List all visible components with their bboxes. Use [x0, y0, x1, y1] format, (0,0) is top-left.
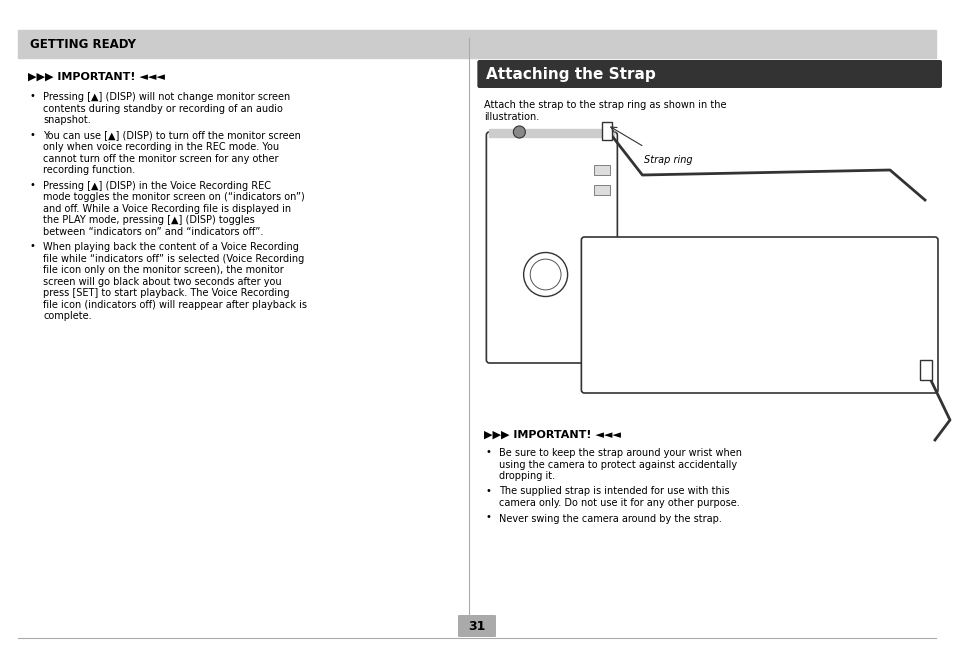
Text: •: • — [485, 512, 491, 523]
Text: When playing back the content of a Voice Recording: When playing back the content of a Voice… — [43, 242, 298, 252]
Text: screen will go black about two seconds after you: screen will go black about two seconds a… — [43, 276, 281, 286]
FancyBboxPatch shape — [486, 132, 617, 363]
Bar — [919, 360, 931, 380]
Text: The supplied strap is intended for use with this: The supplied strap is intended for use w… — [498, 486, 729, 497]
Text: mode toggles the monitor screen on (“indicators on”): mode toggles the monitor screen on (“ind… — [43, 192, 304, 202]
Text: complete.: complete. — [43, 311, 91, 321]
Text: file icon (indicators off) will reappear after playback is: file icon (indicators off) will reappear… — [43, 300, 307, 309]
Bar — [594, 185, 610, 195]
Text: Never swing the camera around by the strap.: Never swing the camera around by the str… — [498, 514, 721, 523]
Circle shape — [513, 126, 525, 138]
Text: between “indicators on” and “indicators off”.: between “indicators on” and “indicators … — [43, 227, 263, 236]
Text: file icon only on the monitor screen), the monitor: file icon only on the monitor screen), t… — [43, 265, 283, 275]
Bar — [489, 129, 614, 137]
Text: •: • — [29, 129, 35, 140]
Text: •: • — [29, 180, 35, 189]
Text: file while “indicators off” is selected (Voice Recording: file while “indicators off” is selected … — [43, 253, 304, 264]
Text: 31: 31 — [468, 620, 485, 632]
Text: using the camera to protect against accidentally: using the camera to protect against acci… — [498, 459, 737, 470]
Bar — [594, 165, 610, 175]
Text: Attaching the Strap: Attaching the Strap — [486, 67, 656, 81]
Bar — [601, 122, 612, 140]
Text: dropping it.: dropping it. — [498, 471, 555, 481]
Text: Pressing [▲] (DISP) will not change monitor screen: Pressing [▲] (DISP) will not change moni… — [43, 92, 290, 102]
Text: recording function.: recording function. — [43, 165, 135, 175]
FancyBboxPatch shape — [580, 237, 937, 393]
Text: the PLAY mode, pressing [▲] (DISP) toggles: the PLAY mode, pressing [▲] (DISP) toggl… — [43, 215, 254, 225]
Bar — [18, 30, 935, 58]
Bar — [0, 0, 953, 36]
Text: •: • — [29, 91, 35, 101]
Text: snapshot.: snapshot. — [43, 115, 91, 125]
Text: illustration.: illustration. — [484, 112, 539, 121]
Text: Pressing [▲] (DISP) in the Voice Recording REC: Pressing [▲] (DISP) in the Voice Recordi… — [43, 180, 271, 191]
Text: GETTING READY: GETTING READY — [30, 37, 136, 50]
Text: Strap ring: Strap ring — [643, 155, 692, 165]
Text: •: • — [485, 486, 491, 495]
Text: Attach the strap to the strap ring as shown in the: Attach the strap to the strap ring as sh… — [484, 100, 726, 110]
Text: cannot turn off the monitor screen for any other: cannot turn off the monitor screen for a… — [43, 154, 278, 163]
Text: Be sure to keep the strap around your wrist when: Be sure to keep the strap around your wr… — [498, 448, 741, 458]
Text: press [SET] to start playback. The Voice Recording: press [SET] to start playback. The Voice… — [43, 288, 289, 298]
Text: only when voice recording in the REC mode. You: only when voice recording in the REC mod… — [43, 142, 279, 152]
Text: •: • — [29, 241, 35, 251]
Text: contents during standby or recording of an audio: contents during standby or recording of … — [43, 103, 283, 114]
FancyBboxPatch shape — [476, 60, 941, 88]
Text: ▶▶▶ IMPORTANT! ◄◄◄: ▶▶▶ IMPORTANT! ◄◄◄ — [28, 72, 165, 82]
Text: •: • — [485, 447, 491, 457]
Text: ▶▶▶ IMPORTANT! ◄◄◄: ▶▶▶ IMPORTANT! ◄◄◄ — [484, 430, 620, 440]
Text: and off. While a Voice Recording file is displayed in: and off. While a Voice Recording file is… — [43, 203, 291, 213]
FancyBboxPatch shape — [457, 615, 496, 637]
Text: camera only. Do not use it for any other purpose.: camera only. Do not use it for any other… — [498, 498, 740, 508]
Text: You can use [▲] (DISP) to turn off the monitor screen: You can use [▲] (DISP) to turn off the m… — [43, 130, 300, 140]
